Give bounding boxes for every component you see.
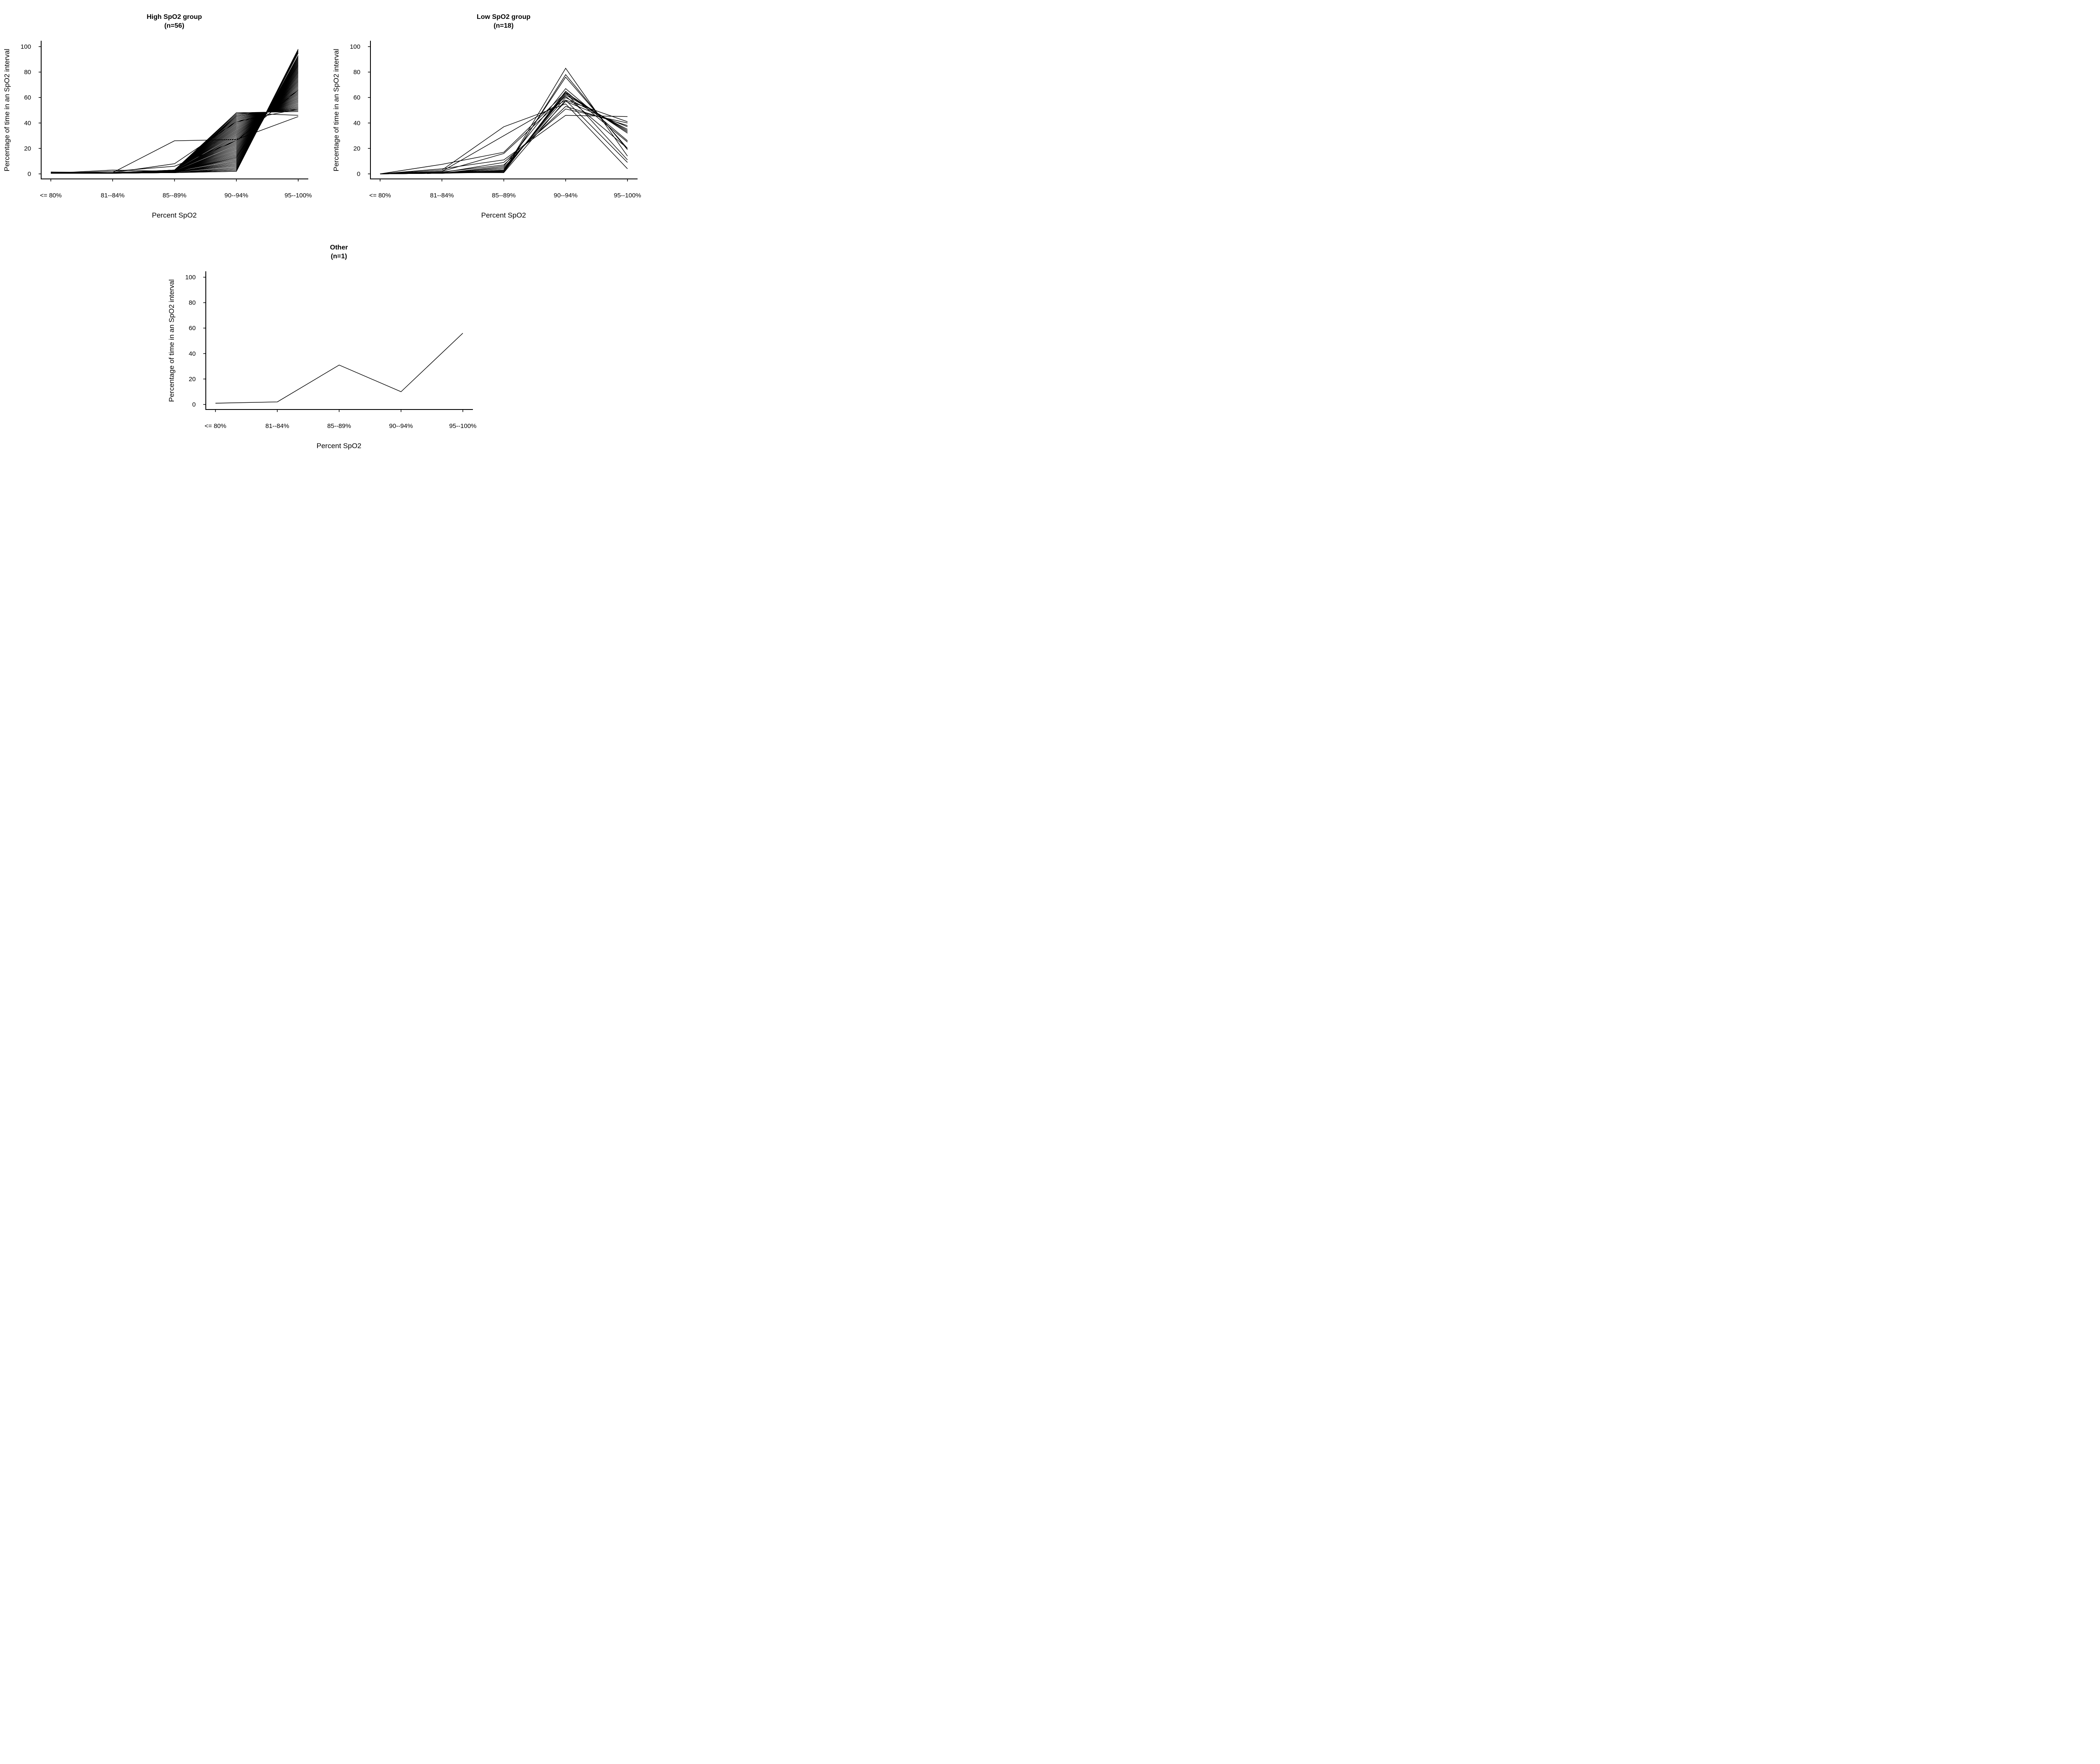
series-line [215,333,463,404]
x-tick-label: 81--84% [101,192,125,199]
series-line [50,84,299,174]
y-tick-label: 100 [21,43,31,50]
series-line [51,49,299,174]
x-axis-label: Percent SpO2 [481,211,526,219]
x-tick-label: 95--100% [284,192,312,199]
y-tick-label: 40 [24,120,31,127]
panel-subtitle: (n=56) [164,22,184,29]
series-line [51,97,299,174]
series-line [380,92,628,174]
y-tick-label: 100 [350,43,360,50]
y-tick-label: 40 [353,120,360,127]
x-tick-label: 95--100% [614,192,641,199]
series-line [51,76,299,174]
series-line [51,92,299,174]
y-tick-label: 80 [24,69,31,76]
y-tick-label: 40 [189,350,196,357]
panel-subtitle: (n=1) [331,253,347,260]
x-axis-label: Percent SpO2 [152,211,197,219]
series-line [51,82,299,174]
y-tick-label: 80 [353,69,360,76]
series-line [380,76,628,174]
x-tick-label: 81--84% [265,423,289,430]
x-tick-label: 85--89% [163,192,186,199]
y-tick-label: 60 [24,94,31,101]
series-line [51,89,299,174]
y-tick-label: 80 [189,299,196,307]
series-line [380,91,628,174]
series-line [380,100,628,174]
panel-title: High SpO2 group [147,13,202,21]
series-line [51,86,299,174]
x-tick-label: 90--94% [389,423,413,430]
y-tick-label: 100 [185,274,196,281]
x-tick-label: 90--94% [554,192,578,199]
series-line [50,116,299,173]
y-tick-label: 20 [24,145,31,152]
x-tick-label: 81--84% [430,192,454,199]
y-tick-label: 0 [192,401,196,408]
series-group [50,49,299,174]
y-tick-label: 60 [189,325,196,332]
y-axis-label: Percentage of time in an SpO2 interval [168,279,176,402]
series-line [51,98,299,174]
series-line [51,83,299,174]
x-tick-label: <= 80% [40,192,62,199]
series-line [380,74,628,174]
series-line [51,96,299,174]
y-tick-label: 20 [353,145,360,152]
x-tick-label: <= 80% [369,192,391,199]
series-line [380,103,628,174]
y-axis-label: Percentage of time in an SpO2 interval [3,49,11,171]
panel-title: Other [330,244,348,251]
panel-title: Low SpO2 group [477,13,530,21]
y-axis-label: Percentage of time in an SpO2 interval [332,49,340,171]
series-line [51,77,299,174]
panel-low-spo2: Low SpO2 group (n=18) Percentage of time… [332,13,641,219]
series-line [51,93,299,174]
y-tick-label: 60 [353,94,360,101]
y-tick-label: 20 [189,375,196,383]
figure: High SpO2 group (n=56) Percentage of tim… [3,13,641,450]
series-line [50,89,299,174]
series-line [51,50,299,174]
series-line [380,115,628,174]
x-tick-label: 85--89% [492,192,516,199]
series-group [215,333,463,404]
x-tick-label: 85--89% [327,423,351,430]
series-line [51,79,299,174]
x-axis-label: Percent SpO2 [317,442,362,450]
x-tick-label: 90--94% [224,192,248,199]
series-line [51,81,299,174]
series-line [380,101,628,174]
series-line [51,91,299,174]
panel-other: Other (n=1) Percentage of time in an SpO… [168,244,477,450]
x-tick-label: <= 80% [205,423,226,430]
panel-high-spo2: High SpO2 group (n=56) Percentage of tim… [3,13,312,219]
series-line [51,78,299,174]
series-line [51,88,299,174]
series-line [380,88,628,174]
x-tick-label: 95--100% [449,423,476,430]
series-line [380,68,628,174]
series-line [51,66,299,174]
y-tick-label: 0 [357,171,360,178]
series-line [380,106,628,174]
panel-subtitle: (n=18) [494,22,514,29]
series-line [51,100,299,174]
series-line [50,94,299,174]
series-group [380,68,628,174]
series-line [380,108,628,174]
y-tick-label: 0 [28,171,31,178]
